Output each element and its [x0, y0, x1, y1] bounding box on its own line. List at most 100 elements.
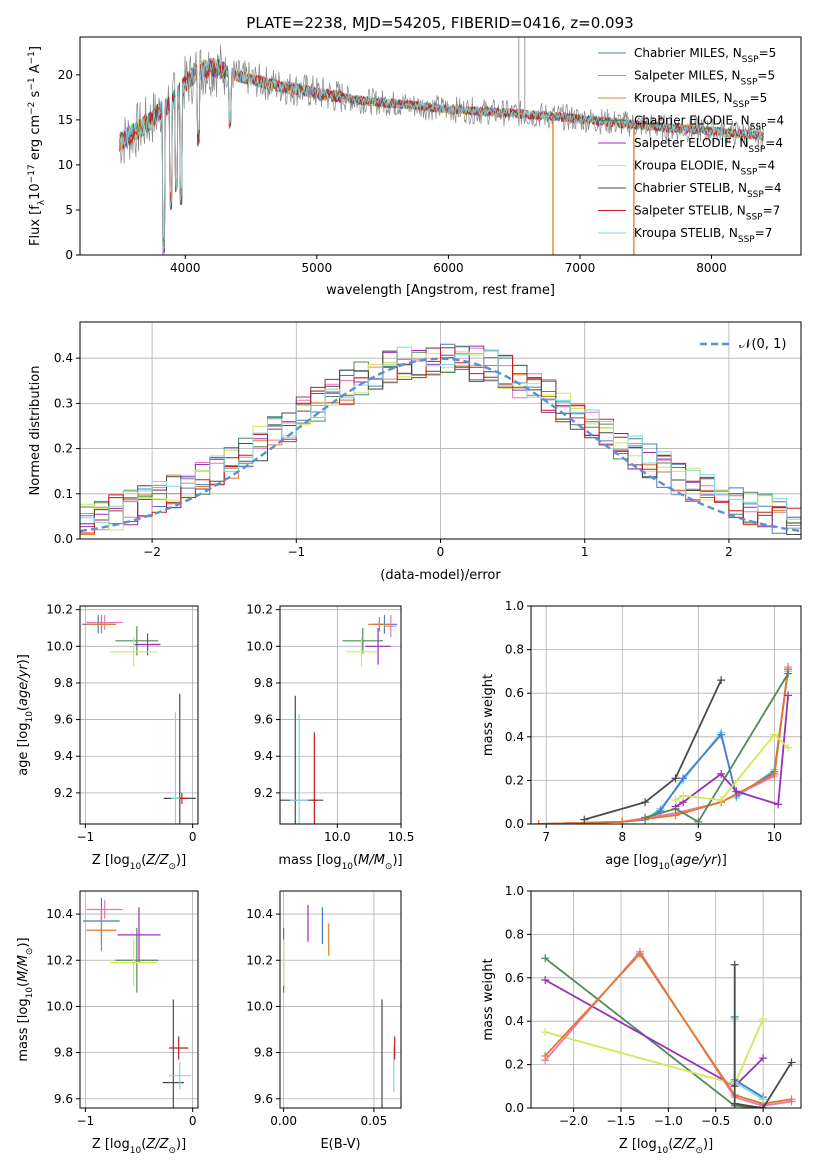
x-tick-label: −0.5 — [701, 1114, 730, 1128]
x-tick-label: 7 — [542, 830, 550, 844]
spectrum-y-axis-label: Flux [fλ10−17 erg cm−2 s−1 A−1] — [27, 46, 47, 246]
mass-weight-marker — [671, 774, 680, 783]
mass-weight-marker — [541, 975, 550, 984]
x-tick-label: 7000 — [565, 261, 596, 275]
y-tick-label: 10.0 — [46, 639, 73, 653]
axes-frame — [79, 890, 199, 1109]
mass-weight-marker — [541, 1051, 550, 1060]
mass-weight-marker — [784, 669, 793, 678]
mass-weight-line — [675, 695, 789, 808]
residual-x-axis-label: (data-model)/error — [380, 568, 501, 583]
y-tick-label: 10.4 — [46, 907, 73, 921]
mass-weight-marker — [784, 743, 793, 752]
mass-weight-marker — [759, 1015, 768, 1024]
mass-weight-line — [644, 673, 789, 824]
mass-weight-marker — [787, 1058, 796, 1067]
x-tick-label: 0 — [189, 830, 197, 844]
y-tick-label: 9.4 — [54, 749, 73, 763]
y-tick-label: 10 — [58, 158, 73, 172]
mass-weight-line — [538, 669, 789, 824]
mass-weight-marker — [770, 769, 779, 778]
legend-label: Kroupa ELODIE, NSSP=4 — [634, 159, 775, 178]
y-tick-label: 10.2 — [46, 603, 73, 617]
mass-weight-marker — [541, 1028, 550, 1037]
mass-weight-marker — [774, 800, 783, 809]
weight-age-panel-plot-area — [534, 663, 793, 824]
mass-metallicity-panel-x-axis-label: Z [log10(Z/Z⊙)] — [92, 1137, 186, 1156]
y-tick-label: 9.6 — [54, 1092, 73, 1106]
mass-weight-marker — [759, 1104, 768, 1108]
y-tick-label: 0.2 — [505, 1058, 524, 1072]
weight-age-panel: 7 8 9 10 0.0 0.2 0.4 0.6 0.8 1.0 — [505, 599, 802, 844]
legend-label: Salpeter MILES, NSSP=5 — [634, 69, 775, 88]
mass-weight-marker — [787, 1095, 796, 1104]
x-tick-label: −1.0 — [654, 1114, 683, 1128]
y-tick-label: 10.0 — [46, 999, 73, 1013]
x-tick-label: 0.05 — [361, 1114, 388, 1128]
mass-metallicity-panel-y-axis-label: mass [log10(M/M⊙)] — [16, 937, 35, 1061]
mass-weight-line — [538, 669, 789, 824]
y-tick-label: 10.2 — [246, 603, 273, 617]
y-tick-label: 0.8 — [505, 643, 524, 657]
normal-curve-line — [80, 357, 801, 533]
x-tick-label: 6000 — [433, 261, 464, 275]
y-tick-label: 9.6 — [254, 713, 273, 727]
x-tick-label: 4000 — [170, 261, 201, 275]
x-tick-label: 8000 — [696, 261, 727, 275]
mass-weight-line — [733, 1019, 764, 1101]
mass-weight-marker — [717, 730, 726, 739]
residual-panel: −2 −1 0 1 2 0.0 0.1 0.2 0.3 0.4 — [54, 321, 802, 559]
mass-weight-marker — [730, 1099, 739, 1108]
mass-metallicity-panel-plot-area — [83, 897, 191, 1108]
y-tick-label: 0.4 — [505, 1014, 524, 1028]
residual-panel-plot-area — [80, 343, 801, 535]
mass-weight-marker — [717, 769, 726, 778]
y-tick-label: 9.2 — [54, 786, 73, 800]
x-tick-label: −1.5 — [606, 1114, 635, 1128]
y-tick-label: 0.6 — [505, 686, 524, 700]
mass-weight-marker — [541, 954, 550, 963]
figure-title: PLATE=2238, MJD=54205, FIBERID=0416, z=0… — [246, 14, 633, 32]
spectrum-legend: Chabrier MILES, NSSP=5 Salpeter MILES, NS… — [598, 46, 784, 245]
mass-weight-marker — [618, 817, 627, 824]
x-tick-label: −1 — [77, 830, 95, 844]
mass-weight-marker — [730, 960, 739, 969]
age-metallicity-panel-plot-area — [82, 615, 196, 824]
mass-weight-marker — [534, 820, 543, 824]
mass-weight-marker — [770, 730, 779, 739]
mass-weight-line — [544, 979, 764, 1088]
axes-frame — [279, 890, 402, 1109]
y-tick-label: 0.2 — [54, 442, 73, 456]
axes-frame — [279, 605, 402, 825]
spectrum-x-axis-label: wavelength [Angstrom, rest frame] — [326, 283, 555, 298]
x-tick-label: −1 — [77, 1114, 95, 1128]
mass-weight-marker — [732, 787, 741, 796]
legend-label: Kroupa MILES, NSSP=5 — [634, 91, 767, 110]
weight-metallicity-panel-x-axis-label: Z [log10(Z/Z⊙)] — [619, 1137, 713, 1156]
legend-label: Chabrier ELODIE, NSSP=4 — [634, 114, 784, 133]
axes-frame — [79, 605, 199, 825]
mass-metallicity-panel: −1 0 9.6 9.8 10.0 10.2 10.4 — [46, 890, 199, 1128]
mass-weight-marker — [694, 817, 703, 824]
x-tick-label: 0.0 — [754, 1114, 773, 1128]
y-tick-label: 10.2 — [46, 953, 73, 967]
legend-label: Chabrier STELIB, NSSP=4 — [634, 181, 782, 200]
mass-ebv-panel-x-axis-label: E(B-V) — [320, 1137, 360, 1152]
y-tick-label: 1.0 — [505, 884, 524, 898]
weight-age-panel-x-axis-label: age [log10(age/yr)] — [605, 853, 727, 872]
mass-weight-marker — [641, 798, 650, 807]
y-tick-label: 0.1 — [54, 487, 73, 501]
mass-weight-marker — [641, 813, 650, 822]
spectrum-model-line — [119, 57, 764, 252]
age-mass-panel: 10.0 10.5 9.2 9.4 9.6 9.8 10.0 10.2 — [246, 603, 414, 844]
age-metallicity-panel: −1 0 9.2 9.4 9.6 9.8 10.0 10.2 — [46, 603, 199, 844]
weight-metallicity-panel-plot-area — [541, 947, 796, 1108]
age-mass-panel-plot-area — [280, 615, 398, 824]
y-tick-label: 0.8 — [505, 927, 524, 941]
x-tick-label: 10.0 — [324, 830, 351, 844]
y-tick-label: 0.0 — [505, 1101, 524, 1115]
mass-weight-marker — [717, 676, 726, 685]
x-tick-label: 8 — [618, 830, 626, 844]
mass-weight-line — [544, 1018, 764, 1086]
